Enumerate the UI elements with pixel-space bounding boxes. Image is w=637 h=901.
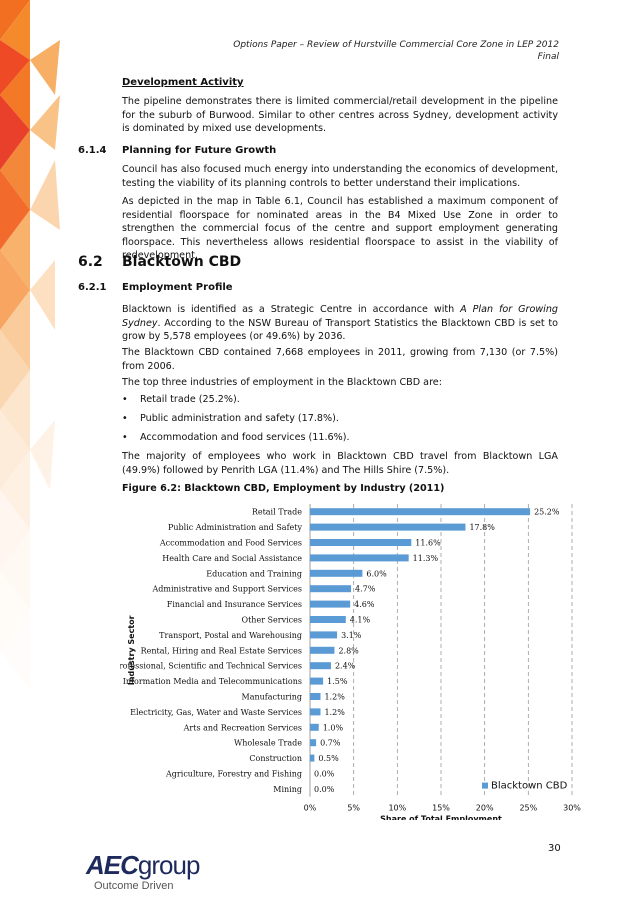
x-tick-label: 5%: [347, 804, 360, 813]
data-label: 11.3%: [413, 554, 439, 563]
bullet-marker: •: [122, 394, 128, 405]
category-label: Information Media and Telecommunications: [123, 677, 302, 686]
x-tick-label: 25%: [519, 804, 537, 813]
x-tick-label: 20%: [476, 804, 494, 813]
bar: [310, 585, 352, 593]
data-label: 2.4%: [335, 662, 356, 671]
category-label: Education and Training: [206, 569, 302, 578]
bullet-item: Retail trade (25.2%).: [140, 394, 240, 405]
y-axis-title: Industry Sector: [127, 615, 136, 685]
page-number: 30: [548, 843, 561, 854]
section-number-6-1-4: 6.1.4: [78, 145, 107, 156]
legend-label: Blacktown CBD: [491, 781, 568, 792]
category-label: Arts and Recreation Services: [183, 723, 302, 732]
data-label: 0.0%: [314, 785, 335, 794]
data-label: 4.6%: [354, 600, 375, 609]
legend-swatch: [482, 782, 488, 789]
employment-paragraph-4: The majority of employees who work in Bl…: [122, 451, 558, 476]
category-label: Wholesale Trade: [234, 739, 302, 748]
data-label: 6.0%: [366, 569, 387, 578]
category-label: Administrative and Support Services: [151, 585, 302, 594]
development-activity-paragraph: The pipeline demonstrates there is limit…: [122, 96, 558, 134]
category-label: Health Care and Social Assistance: [162, 554, 302, 563]
data-label: 4.7%: [355, 585, 376, 594]
category-label: Professional, Scientific and Technical S…: [120, 662, 302, 671]
data-label: 1.0%: [323, 723, 344, 732]
bar: [310, 523, 466, 531]
data-label: 1.2%: [324, 693, 345, 702]
bar: [310, 569, 363, 577]
category-label: Electricity, Gas, Water and Waste Servic…: [130, 708, 302, 717]
bar: [310, 631, 338, 639]
category-label: Rental, Hiring and Real Estate Services: [141, 646, 302, 655]
running-header: Options Paper – Review of Hurstville Com…: [233, 40, 559, 50]
bullet-item: Public administration and safety (17.8%)…: [140, 413, 339, 424]
category-label: Mining: [273, 785, 302, 794]
section-number-6-2-1: 6.2.1: [78, 282, 107, 293]
x-tick-label: 30%: [563, 804, 581, 813]
data-label: 3.1%: [341, 631, 362, 640]
data-label: 1.2%: [324, 708, 345, 717]
bar: [310, 693, 321, 700]
bullet-marker: •: [122, 413, 128, 424]
category-label: Accommodation and Food Services: [159, 539, 302, 548]
bar: [310, 646, 335, 654]
bar: [310, 554, 409, 562]
section-title-planning: Planning for Future Growth: [122, 145, 277, 156]
category-label: Other Services: [242, 616, 302, 625]
bullet-item: Accommodation and food services (11.6%).: [140, 432, 350, 443]
data-label: 0.7%: [320, 739, 341, 748]
x-tick-label: 15%: [432, 804, 450, 813]
development-activity-heading: Development Activity: [122, 77, 244, 88]
data-label: 11.6%: [415, 539, 441, 548]
decorative-triangle-pattern: [0, 0, 60, 690]
section-number-6-2: 6.2: [78, 254, 103, 270]
bar: [310, 708, 321, 716]
category-label: Agriculture, Forestry and Fishing: [165, 770, 302, 779]
data-label: 25.2%: [534, 508, 560, 517]
planning-paragraph-2: As depicted in the map in Table 6.1, Cou…: [122, 196, 558, 261]
logo-wordmark: AECgroup: [86, 850, 200, 880]
planning-paragraph-1: Council has also focused much energy int…: [122, 164, 558, 189]
figure-caption: Figure 6.2: Blacktown CBD, Employment by…: [122, 483, 445, 494]
category-label: Construction: [249, 754, 302, 763]
bar: [310, 508, 531, 516]
category-label: Transport, Postal and Warehousing: [159, 631, 302, 640]
employment-by-industry-chart: 0% 5% 10% 15% 20% 25% 30% Retail Trade 25.2% Publ…: [120, 504, 581, 820]
employment-paragraph-1: Blacktown is identified as a Strategic C…: [122, 304, 558, 342]
bar: [310, 662, 331, 670]
running-header-status: Final: [537, 52, 559, 62]
bar: [310, 739, 317, 747]
x-tick-label: 10%: [388, 804, 406, 813]
data-label: 4.1%: [350, 616, 371, 625]
employment-paragraph-2: The Blacktown CBD contained 7,668 employ…: [122, 347, 558, 372]
category-label: Financial and Insurance Services: [167, 600, 302, 609]
section-title-blacktown: Blacktown CBD: [122, 254, 242, 270]
bar: [310, 600, 351, 608]
bar: [310, 754, 315, 762]
bar: [310, 723, 319, 731]
employment-paragraph-3: The top three industries of employment i…: [122, 377, 442, 388]
data-label: 1.5%: [327, 677, 348, 686]
x-tick-label: 0%: [304, 804, 317, 813]
section-title-employment-profile: Employment Profile: [122, 282, 233, 293]
aec-group-logo: AECgroup Outcome Driven: [86, 850, 200, 892]
data-label: 2.8%: [338, 646, 359, 655]
data-label: 0.5%: [318, 754, 339, 763]
bar: [310, 539, 412, 546]
plan-title-italic: A Plan for Growing Sydney: [122, 304, 558, 329]
x-axis-title: Share of Total Employment: [380, 815, 502, 820]
bullet-marker: •: [122, 432, 128, 443]
category-label: Manufacturing: [242, 693, 303, 702]
bar: [310, 616, 346, 623]
data-label: 17.8%: [469, 523, 495, 532]
category-label: Public Administration and Safety: [168, 523, 302, 532]
category-label: Retail Trade: [252, 508, 302, 517]
bar: [310, 677, 324, 685]
data-label: 0.0%: [314, 770, 335, 779]
logo-tagline: Outcome Driven: [94, 880, 174, 892]
